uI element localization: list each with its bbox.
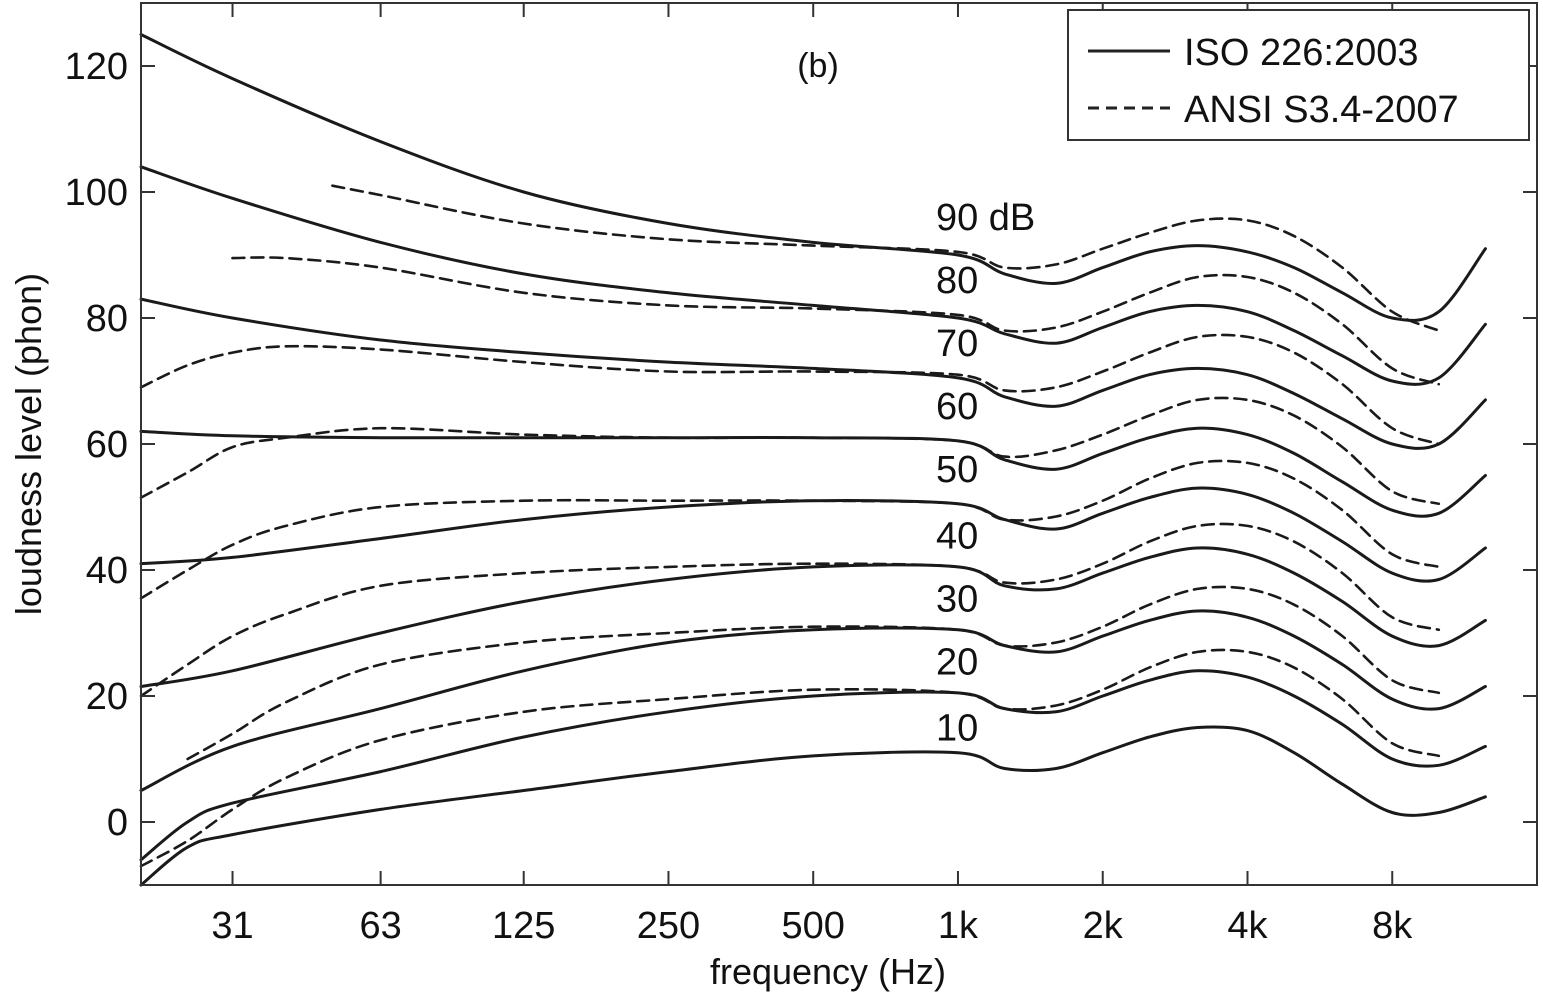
legend-entry-iso: ISO 226:2003: [1184, 32, 1419, 74]
iso-curve-40: [139, 546, 1487, 688]
curve-labels: 90 dB 80 70 60 50 40 30 20 10: [936, 197, 1035, 749]
ansi-curve-80: [231, 256, 1441, 386]
curve-label-4: 50: [936, 449, 978, 491]
y-tick-label-120: 120: [65, 46, 128, 88]
curve-label-3: 60: [936, 386, 978, 428]
x-tick-label-250: 250: [637, 905, 700, 947]
x-tick-label-2k: 2k: [1083, 905, 1124, 947]
ansi-curve-60: [139, 396, 1441, 506]
curve-label-2: 70: [936, 323, 978, 365]
y-tick-label-0: 0: [107, 802, 128, 844]
y-tick-label-60: 60: [86, 424, 128, 466]
curve-label-0: 90 dB: [936, 197, 1035, 239]
iso-curve-50: [139, 486, 1487, 583]
curve-label-7: 20: [936, 641, 978, 683]
x-tick-label-500: 500: [782, 905, 845, 947]
ansi-curve-90: [331, 184, 1441, 332]
ansi-curve-20: [139, 648, 1441, 868]
iso-curve-10: [139, 725, 1487, 887]
y-tick-label-20: 20: [86, 676, 128, 718]
legend-box: [1067, 9, 1530, 141]
x-axis-title: frequency (Hz): [710, 951, 946, 992]
y-tick-label-80: 80: [86, 298, 128, 340]
x-tick-label-125: 125: [492, 905, 555, 947]
x-tick-label-31: 31: [211, 905, 253, 947]
curve-label-5: 40: [936, 515, 978, 557]
x-tick-label-63: 63: [359, 905, 401, 947]
iso-curve-90: [139, 33, 1487, 322]
curve-label-6: 30: [936, 578, 978, 620]
ansi-curve-50: [139, 459, 1441, 600]
y-tick-label-40: 40: [86, 550, 128, 592]
x-tick-label-8k: 8k: [1372, 905, 1413, 947]
axis-ticks: 31 63 125 250 500 1k 2k 4k 8k 0 20 40 60 80 100 120: [65, 3, 1537, 947]
legend: ISO 226:2003 ANSI S3.4-2007: [1067, 9, 1530, 141]
ansi-curve-40: [139, 522, 1441, 698]
panel-label: (b): [797, 47, 839, 85]
y-axis-title: loudness level (phon): [8, 273, 49, 615]
x-tick-label-4k: 4k: [1227, 905, 1268, 947]
ansi-curve-70: [139, 333, 1441, 446]
curve-label-8: 10: [936, 708, 978, 750]
series-group: [139, 33, 1487, 887]
iso-curve-80: [139, 165, 1487, 386]
curve-label-1: 80: [936, 260, 978, 302]
legend-entry-ansi: ANSI S3.4-2007: [1184, 89, 1459, 131]
iso-curve-70: [139, 297, 1487, 450]
ansi-curve-30: [186, 585, 1441, 761]
x-tick-label-1k: 1k: [938, 905, 979, 947]
y-tick-label-100: 100: [65, 172, 128, 214]
iso-curve-60: [139, 426, 1487, 518]
